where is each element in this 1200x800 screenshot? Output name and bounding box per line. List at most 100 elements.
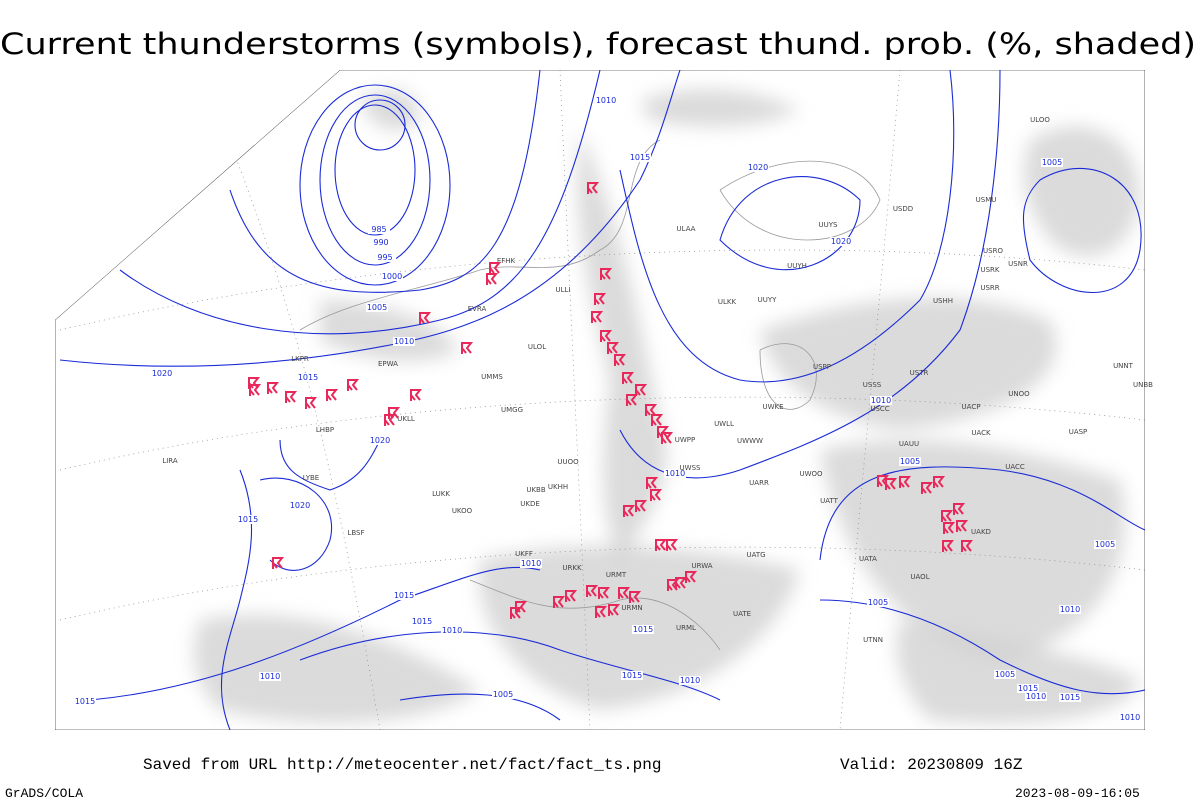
isobar-label: 1020 [748, 163, 768, 172]
isobar-label-bg [492, 690, 514, 699]
thunderstorm-symbol [650, 489, 663, 501]
isobar-label: 1000 [382, 272, 402, 281]
thunderstorm-symbol [607, 342, 620, 354]
isobar-label: 1020 [831, 237, 851, 246]
station-code: LHBP [316, 426, 334, 434]
station-code: UWWW [737, 437, 763, 445]
station-code: UUYY [758, 296, 778, 304]
isobar-label: 1020 [370, 436, 390, 445]
station-code: UATT [820, 497, 839, 505]
thunderstorm-symbol [623, 505, 636, 517]
isobar-label-bg [747, 163, 769, 172]
station-code: LYBE [303, 474, 319, 482]
isobar-label-bg [1041, 158, 1063, 167]
station-code: USHH [933, 297, 953, 305]
station-code: USRO [983, 247, 1003, 255]
isobar-label: 1010 [665, 469, 685, 478]
station-code: UASP [1069, 428, 1088, 436]
isobar-label: 1010 [1026, 692, 1046, 701]
station-code: UNOO [1008, 390, 1030, 398]
isobar-label-bg [441, 626, 463, 635]
isobar-label: 995 [377, 253, 392, 262]
thunderstorm-symbol [419, 312, 432, 324]
thunderstorm-symbol [635, 500, 648, 512]
station-code: URMN [621, 604, 642, 612]
station-code: USMU [976, 196, 997, 204]
isobar-label-bg [369, 436, 391, 445]
thunderstorm-symbol [598, 587, 611, 599]
isobar-label: 1005 [367, 303, 387, 312]
thunderstorm-symbol [661, 432, 674, 444]
station-code: EFHK [497, 257, 516, 265]
thunderstorm-symbol [565, 590, 578, 602]
isobar-label-bg [867, 598, 889, 607]
isobar-label: 1010 [442, 626, 462, 635]
station-code: LIRA [162, 457, 178, 465]
station-code: LBSF [347, 529, 364, 537]
station-code: USRK [980, 266, 999, 274]
thunderstorm-symbol [629, 591, 642, 603]
isobar-label: 1005 [900, 457, 920, 466]
thunderstorm-symbol [622, 372, 635, 384]
station-code: EPWA [378, 360, 398, 368]
thunderstorm-symbol [608, 604, 621, 616]
isobar-label: 1005 [868, 598, 888, 607]
station-code: URWA [691, 562, 712, 570]
isobar-label: 1015 [622, 671, 642, 680]
isobar-label: 1010 [1120, 713, 1140, 722]
thunderstorm-symbol [305, 397, 318, 409]
station-code: UWPP [675, 436, 696, 444]
isobar-label: 1015 [394, 591, 414, 600]
station-code: UWOO [799, 470, 823, 478]
isobar-label-bg [664, 469, 686, 478]
thunderstorm-symbol [614, 354, 627, 366]
isobar-label: 1015 [633, 625, 653, 634]
isobar-label-bg [1119, 713, 1141, 722]
thunderstorm-symbol [956, 520, 969, 532]
station-code: USSS [863, 381, 882, 389]
isobar-label-bg [74, 697, 96, 706]
thunderstorm-symbol [655, 539, 668, 551]
isobar-label-bg [151, 369, 173, 378]
thunderstorm-symbols [248, 182, 974, 619]
thunderstorm-symbol [899, 476, 912, 488]
thunderstorm-symbol [600, 268, 613, 280]
station-code: ULKK [718, 298, 737, 306]
thunderstorm-symbol [942, 540, 955, 552]
station-code: UKBB [526, 486, 546, 494]
thunderstorm-symbol [921, 482, 934, 494]
thunderstorm-symbol [943, 522, 956, 534]
thunderstorm-symbol [885, 478, 898, 490]
thunderstorm-symbol [461, 342, 474, 354]
station-code: UNBB [1133, 381, 1153, 389]
thunderstorm-symbol [651, 414, 664, 426]
isobar-label: 1010 [1060, 605, 1080, 614]
station-code: URKK [562, 564, 582, 572]
station-code: ULOO [1030, 116, 1050, 124]
isobar-label: 1015 [630, 153, 650, 162]
isobar-label: 1015 [1060, 693, 1080, 702]
station-code: UAOL [910, 573, 929, 581]
isobar-label: 1015 [412, 617, 432, 626]
software: GrADS/COLA [5, 786, 83, 800]
station-code: UUYS [819, 221, 839, 229]
station-code: UARR [749, 479, 769, 487]
thunderstorm-symbol [587, 182, 600, 194]
thunderstorm-symbol [586, 585, 599, 597]
isobar-label: 1005 [1042, 158, 1062, 167]
station-code: USPP [813, 363, 831, 371]
station-code: UACK [971, 429, 991, 437]
isobar-label-bg [366, 303, 388, 312]
station-code: UATE [733, 610, 751, 618]
station-code: UKLL [397, 415, 415, 423]
isobar-label: 1020 [290, 501, 310, 510]
thunderstorm-symbol [595, 606, 608, 618]
thunderstorm-symbol [410, 389, 423, 401]
isobar-label-bg [595, 96, 617, 105]
isobar-label-bg [629, 153, 651, 162]
thunderstorm-symbol [953, 503, 966, 515]
saved-url: Saved from URL http://meteocenter.net/fa… [143, 756, 661, 774]
isobar-label-bg [393, 337, 415, 346]
isobar-label-bg [259, 672, 281, 681]
